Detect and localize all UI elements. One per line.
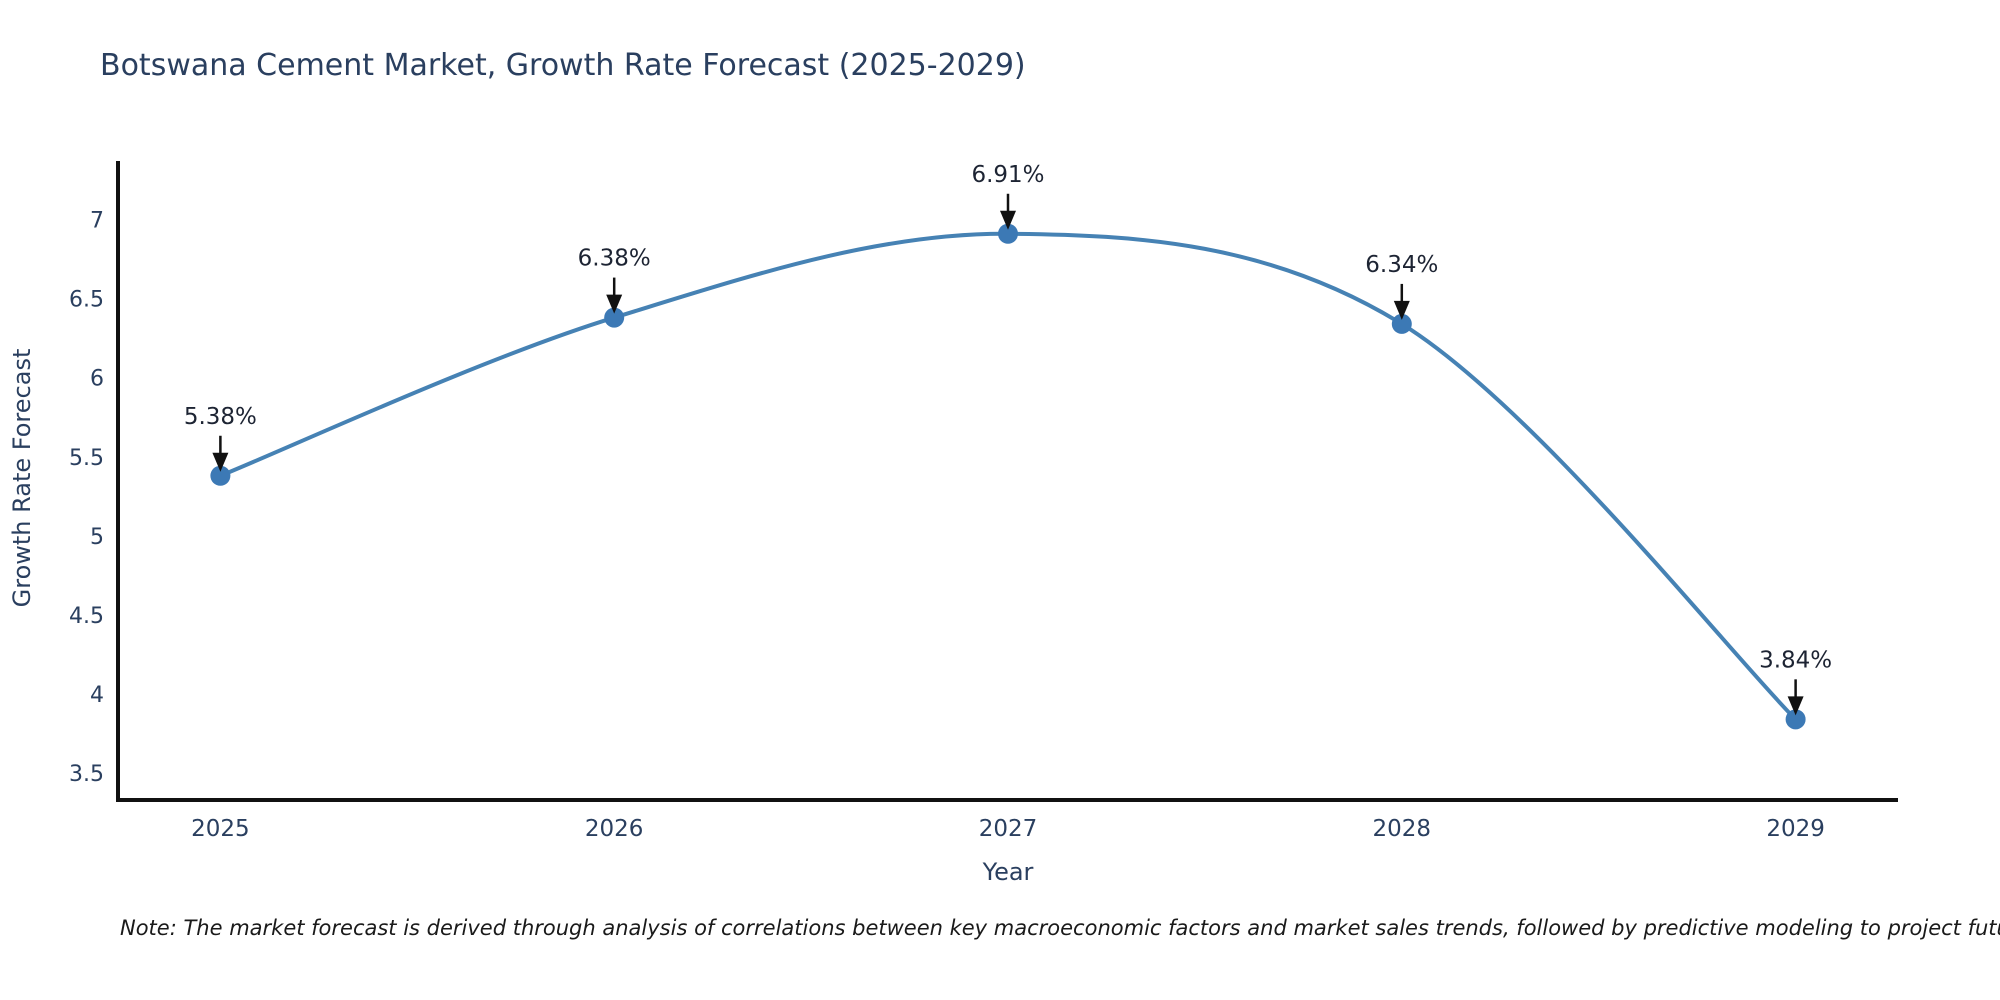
annotation-arrowhead-icon bbox=[606, 294, 623, 314]
data-point-2025[interactable] bbox=[210, 465, 231, 486]
y-tick-label: 7 bbox=[90, 209, 104, 234]
annotation-arrowhead-icon bbox=[1000, 210, 1016, 230]
y-tick-label: 3.5 bbox=[69, 762, 104, 787]
data-point-2029[interactable] bbox=[1785, 709, 1806, 730]
annotation-label: 3.84% bbox=[1759, 647, 1832, 673]
y-axis-title: Growth Rate Forecast bbox=[8, 349, 36, 608]
data-point-2028[interactable] bbox=[1391, 313, 1412, 334]
annotation-label: 5.38% bbox=[184, 404, 257, 430]
y-tick-label: 5.5 bbox=[69, 446, 104, 471]
y-tick-label: 4.5 bbox=[69, 604, 104, 629]
x-tick-label: 2029 bbox=[1766, 816, 1825, 842]
x-axis-title: Year bbox=[982, 858, 1034, 886]
x-tick-label: 2027 bbox=[979, 816, 1038, 842]
data-point-2026[interactable] bbox=[604, 307, 625, 328]
annotation-arrowhead-icon bbox=[212, 452, 229, 472]
annotation-arrowhead-icon bbox=[1787, 696, 1804, 716]
y-tick-label: 5 bbox=[90, 525, 104, 550]
y-tick-label: 6 bbox=[90, 367, 104, 392]
x-tick-label: 2028 bbox=[1373, 816, 1432, 842]
trend-line bbox=[218, 231, 1798, 722]
y-tick-label: 6.5 bbox=[69, 288, 104, 313]
chart-title: Botswana Cement Market, Growth Rate Fore… bbox=[100, 48, 1026, 83]
annotation-label: 6.91% bbox=[971, 162, 1044, 188]
data-point-2027[interactable] bbox=[998, 223, 1018, 244]
y-tick-label: 4 bbox=[90, 683, 104, 708]
annotation-label: 6.38% bbox=[578, 246, 651, 272]
annotation-label: 6.34% bbox=[1365, 252, 1438, 278]
x-tick-label: 2025 bbox=[191, 816, 250, 842]
x-tick-label: 2026 bbox=[585, 816, 644, 842]
annotation-arrowhead-icon bbox=[1393, 300, 1410, 320]
chart-note: Note: The market forecast is derived thr… bbox=[120, 916, 2000, 940]
